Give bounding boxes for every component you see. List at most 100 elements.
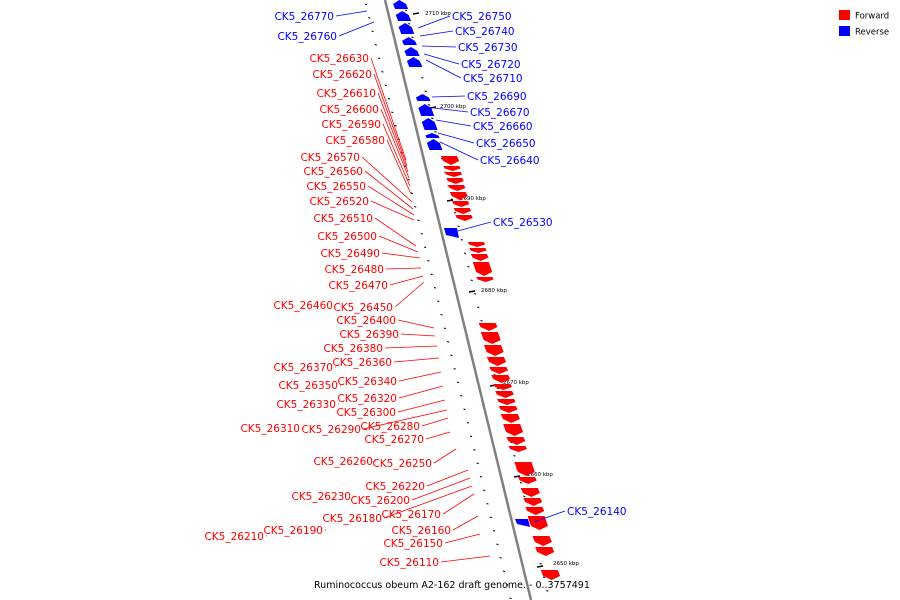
forward-gene [518,477,537,484]
label-leader-line [397,319,435,329]
legend-label-forward: Forward [855,12,889,22]
minor-tick [496,543,499,546]
minor-tick [411,36,414,39]
minor-tick [440,314,443,316]
label-leader-line [437,132,475,144]
label-leader-line [425,431,451,440]
gene-label-ck5-26690: CK5_26690 [467,91,527,103]
gene-label-ck5-26150: CK5_26150 [383,538,443,550]
genome-caption: Ruminococcus obeum A2-162 draft genome. … [314,580,590,591]
forward-gene [495,391,514,398]
minor-tick [404,9,408,12]
gene-label-ck5-26670: CK5_26670 [470,107,530,119]
forward-gene [498,406,518,413]
label-leader-line [400,333,436,337]
label-leader-line [435,119,472,127]
minor-tick [476,462,479,465]
gene-label-ck5-26660: CK5_26660 [473,121,533,133]
gene-label-ck5-26300: CK5_26300 [336,407,396,419]
minor-tick [546,590,549,592]
label-leader-line [361,156,413,203]
label-leader-line [442,493,475,515]
gene-label-ck5-26370: CK5_26370 [273,362,333,374]
major-tick [412,12,420,15]
forward-gene [532,536,552,546]
forward-gene [453,208,472,214]
forward-gene [523,498,543,506]
minor-tick [408,23,411,25]
gene-label-ck5-26460: CK5_26460 [273,300,333,312]
minor-tick [479,476,483,478]
gene-label-ck5-26750: CK5_26750 [452,11,512,23]
label-leader-line [370,57,407,161]
minor-tick [427,260,430,262]
major-tick [536,565,544,568]
minor-tick [431,117,434,120]
gene-label-ck5-26180: CK5_26180 [322,513,382,525]
label-leader-line [386,139,412,195]
label-leader-line [338,21,375,37]
minor-tick [371,30,374,33]
gene-label-ck5-26220: CK5_26220 [365,481,425,493]
label-leader-line [385,267,422,270]
label-leader-line [373,73,408,167]
gene-label-ck5-26490: CK5_26490 [320,248,380,260]
label-leader-line [452,515,479,531]
forward-gene [493,384,512,390]
major-tick [446,199,454,202]
minor-tick [499,557,502,559]
major-tick [513,475,521,478]
forward-gene [506,437,526,445]
label-leader-line [377,92,409,173]
minor-tick [391,111,394,114]
gene-label-ck5-26530: CK5_26530 [493,217,553,229]
label-leader-line [411,477,471,501]
gene-label-ck5-26640: CK5_26640 [480,155,540,167]
gene-label-ck5-26160: CK5_26160 [391,525,451,537]
tick-label: 2650 kbp [553,561,579,567]
label-leader-line [383,485,473,519]
minor-tick [456,381,460,384]
reverse-gene [404,47,420,56]
gene-label-ck5-26230: CK5_26230 [291,491,351,503]
forward-gene [455,215,473,221]
reverse-gene [393,0,409,9]
tick-label: 2710 kbp [425,11,451,17]
label-leader-line [419,30,454,37]
label-leader-line [423,53,460,65]
gene-label-ck5-26520: CK5_26520 [309,196,369,208]
forward-gene [514,462,535,476]
gene-label-ck5-26580: CK5_26580 [325,135,385,147]
label-leader-line [421,417,449,427]
label-leader-line [384,345,438,349]
gene-label-ck5-26650: CK5_26650 [476,138,536,150]
gene-label-ck5-26740: CK5_26740 [455,26,515,38]
gene-label-ck5-26730: CK5_26730 [458,42,518,54]
gene-label-ck5-26720: CK5_26720 [461,59,521,71]
gene-label-ck5-26760: CK5_26760 [277,31,337,43]
forward-gene [470,254,489,261]
minor-tick [470,279,473,282]
minor-tick [467,266,470,268]
forward-gene [472,262,493,276]
forward-gene [478,323,498,331]
minor-tick [496,387,500,390]
minor-tick [381,71,384,73]
forward-gene [483,345,504,356]
gene-label-ck5-26280: CK5_26280 [360,421,420,433]
gene-label-ck5-26630: CK5_26630 [309,53,369,65]
label-leader-line [393,357,440,363]
forward-gene [469,248,487,253]
minor-tick [457,225,460,228]
minor-tick [519,482,523,484]
reverse-gene [402,37,417,45]
gene-label-ck5-26450: CK5_26450 [333,302,393,314]
label-leader-lines [266,10,566,563]
tick-label: 2680 kbp [481,288,507,294]
gene-label-ck5-26290: CK5_26290 [301,424,361,436]
gene-label-ck5-26320: CK5_26320 [337,393,397,405]
label-leader-line [382,123,411,187]
legend-label-reverse: Reverse [855,28,889,38]
gene-label-ck5-26480: CK5_26480 [324,264,384,276]
gene-label-ck5-26600: CK5_26600 [319,104,379,116]
